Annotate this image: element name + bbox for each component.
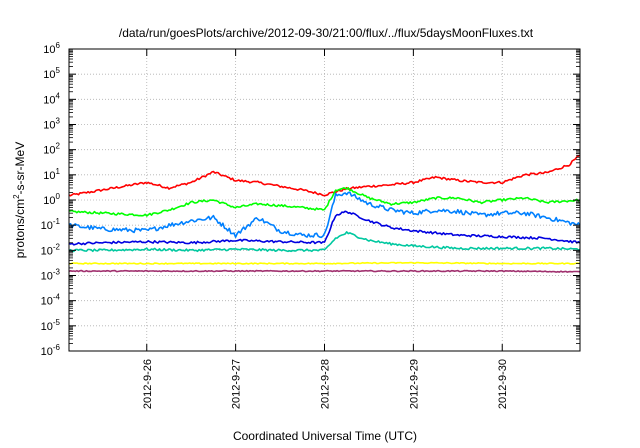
x-tick-labels: 2012-9-26 2012-9-27 2012-9-28 2012-9-29 2012… bbox=[142, 359, 509, 409]
series-line-5 bbox=[68, 231, 581, 253]
y-tick-base: 10 bbox=[41, 220, 53, 232]
series-line-3 bbox=[68, 191, 581, 239]
y-tick-label: 10-5 bbox=[41, 318, 61, 333]
series-line-2 bbox=[68, 187, 581, 217]
series-line-6 bbox=[68, 261, 581, 265]
y-tick-base: 10 bbox=[41, 321, 53, 333]
y-tick-base: 10 bbox=[41, 271, 53, 283]
y-tick-exp: -2 bbox=[53, 242, 61, 251]
series-line-7 bbox=[68, 269, 581, 273]
y-tick-exp: 6 bbox=[56, 41, 61, 50]
y-tick-label: 105 bbox=[43, 66, 60, 81]
y-tick-base: 10 bbox=[43, 120, 55, 132]
y-tick-base: 10 bbox=[43, 145, 55, 157]
y-tick-exp: 2 bbox=[56, 142, 61, 151]
x-tick-label: 2012-9-29 bbox=[408, 359, 420, 409]
y-tick-label: 106 bbox=[43, 41, 60, 56]
y-tick-base: 10 bbox=[43, 195, 55, 207]
y-tick-label: 10-3 bbox=[41, 268, 61, 283]
y-tick-label: 10-4 bbox=[41, 293, 61, 308]
y-tick-base: 10 bbox=[43, 69, 55, 81]
y-tick-base: 10 bbox=[43, 170, 55, 182]
x-tick-label: 2012-9-27 bbox=[231, 359, 243, 409]
y-tick-base: 10 bbox=[41, 245, 53, 257]
x-axis-title: Coordinated Universal Time (UTC) bbox=[233, 429, 417, 443]
y-axis-title-sup: 2 bbox=[12, 194, 21, 199]
y-tick-label: 101 bbox=[43, 167, 60, 182]
series-group bbox=[68, 154, 581, 273]
x-tick-label: 2012-9-28 bbox=[320, 359, 332, 409]
y-tick-exp: -4 bbox=[53, 293, 61, 302]
y-tick-exp: -6 bbox=[53, 343, 61, 352]
y-tick-label: 100 bbox=[43, 192, 60, 207]
y-tick-exp: 0 bbox=[56, 192, 61, 201]
y-tick-base: 10 bbox=[41, 346, 53, 358]
y-tick-exp: -3 bbox=[53, 268, 61, 277]
x-tick-label: 2012-9-30 bbox=[497, 359, 509, 409]
y-tick-exp: 4 bbox=[56, 91, 61, 100]
chart-title: /data/run/goesPlots/archive/2012-09-30/2… bbox=[119, 26, 534, 40]
y-axis-title-suffix: -s-sr-MeV bbox=[13, 142, 27, 195]
y-tick-exp: 1 bbox=[56, 167, 61, 176]
y-tick-exp: -1 bbox=[53, 217, 61, 226]
y-axis-title: protons/cm2-s-sr-MeV bbox=[12, 142, 27, 258]
series-line-4 bbox=[68, 210, 581, 246]
y-tick-base: 10 bbox=[43, 44, 55, 56]
y-tick-label: 104 bbox=[43, 91, 60, 106]
y-tick-label: 10-1 bbox=[41, 217, 61, 232]
y-tick-exp: -5 bbox=[53, 318, 61, 327]
y-tick-label: 103 bbox=[43, 117, 60, 132]
y-tick-base: 10 bbox=[43, 94, 55, 106]
y-tick-label: 102 bbox=[43, 142, 60, 157]
y-tick-exp: 5 bbox=[56, 66, 61, 75]
y-tick-labels: 10-610-510-410-310-210-11001011021031041… bbox=[41, 41, 61, 358]
y-tick-base: 10 bbox=[41, 296, 53, 308]
ticks bbox=[69, 48, 580, 352]
y-tick-label: 10-6 bbox=[41, 343, 61, 358]
series-line-1 bbox=[68, 154, 581, 197]
y-axis-title-prefix: protons/cm bbox=[13, 199, 27, 258]
y-tick-exp: 3 bbox=[56, 117, 61, 126]
x-tick-label: 2012-9-26 bbox=[142, 359, 154, 409]
y-tick-label: 10-2 bbox=[41, 242, 61, 257]
